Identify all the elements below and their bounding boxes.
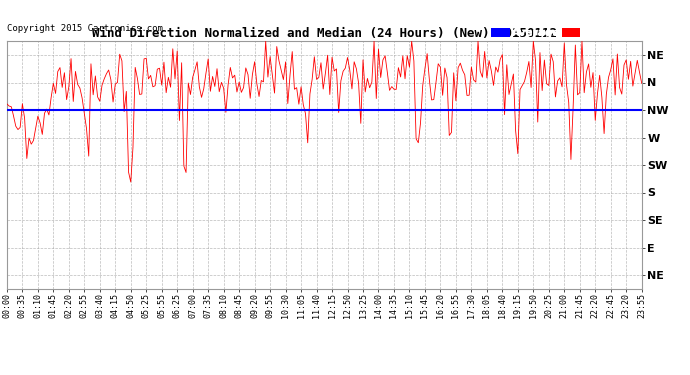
Text: Copyright 2015 Cartronics.com: Copyright 2015 Cartronics.com: [7, 24, 163, 33]
Legend: Average, Direction: Average, Direction: [491, 28, 636, 38]
Title: Wind Direction Normalized and Median (24 Hours) (New) 20150112: Wind Direction Normalized and Median (24…: [92, 27, 557, 40]
